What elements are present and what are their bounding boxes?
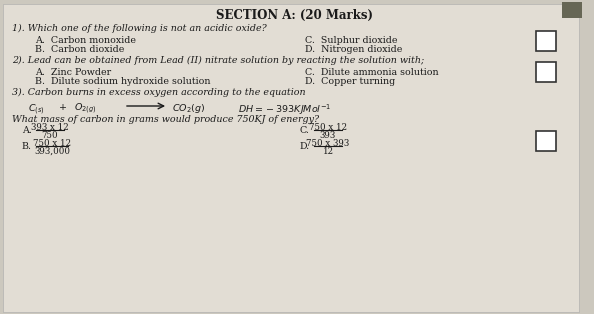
- Text: 750 x 393: 750 x 393: [307, 139, 350, 148]
- Bar: [562, 2, 582, 18]
- Text: $C_{(s)}$: $C_{(s)}$: [28, 102, 45, 117]
- Bar: [536, 62, 556, 82]
- Text: B.  Dilute sodium hydroxide solution: B. Dilute sodium hydroxide solution: [35, 77, 210, 86]
- FancyBboxPatch shape: [3, 4, 579, 312]
- Text: D.  Copper turning: D. Copper turning: [305, 77, 395, 86]
- Text: 12: 12: [323, 147, 334, 156]
- Text: SECTION A: (20 Marks): SECTION A: (20 Marks): [216, 9, 374, 22]
- Text: $CO_2(g)$: $CO_2(g)$: [172, 102, 206, 115]
- Text: C.  Dilute ammonia solution: C. Dilute ammonia solution: [305, 68, 438, 77]
- Bar: [536, 31, 556, 51]
- Text: C.  Sulphur dioxide: C. Sulphur dioxide: [305, 36, 397, 45]
- Text: 750 x 12: 750 x 12: [309, 123, 347, 132]
- Text: 393,000: 393,000: [34, 147, 70, 156]
- Text: D.  Nitrogen dioxide: D. Nitrogen dioxide: [305, 45, 402, 54]
- Text: 393: 393: [320, 131, 336, 140]
- Text: $O_{2(g)}$: $O_{2(g)}$: [74, 102, 96, 116]
- Text: 3). Carbon burns in excess oxygen according to the equation: 3). Carbon burns in excess oxygen accord…: [12, 88, 306, 97]
- Text: A.  Zinc Powder: A. Zinc Powder: [35, 68, 111, 77]
- Text: 750: 750: [42, 131, 58, 140]
- Text: A.  Carbon monoxide: A. Carbon monoxide: [35, 36, 136, 45]
- Text: What mass of carbon in grams would produce 750KJ of energy?: What mass of carbon in grams would produ…: [12, 115, 319, 124]
- Text: C.: C.: [300, 126, 310, 135]
- Text: $DH= -393KJMol^{-1}$: $DH= -393KJMol^{-1}$: [238, 102, 331, 116]
- Text: 2). Lead can be obtained from Lead (II) nitrate solution by reacting the solutio: 2). Lead can be obtained from Lead (II) …: [12, 56, 424, 65]
- Text: B.: B.: [22, 142, 32, 151]
- Text: $+$: $+$: [58, 102, 67, 112]
- Text: D.: D.: [300, 142, 310, 151]
- Text: 1). Which one of the following is not an acidic oxide?: 1). Which one of the following is not an…: [12, 24, 267, 33]
- Text: B.  Carbon dioxide: B. Carbon dioxide: [35, 45, 124, 54]
- Bar: [536, 131, 556, 151]
- Text: 750 x 12: 750 x 12: [33, 139, 71, 148]
- Text: A.: A.: [22, 126, 32, 135]
- Text: 393 x 12: 393 x 12: [31, 123, 69, 132]
